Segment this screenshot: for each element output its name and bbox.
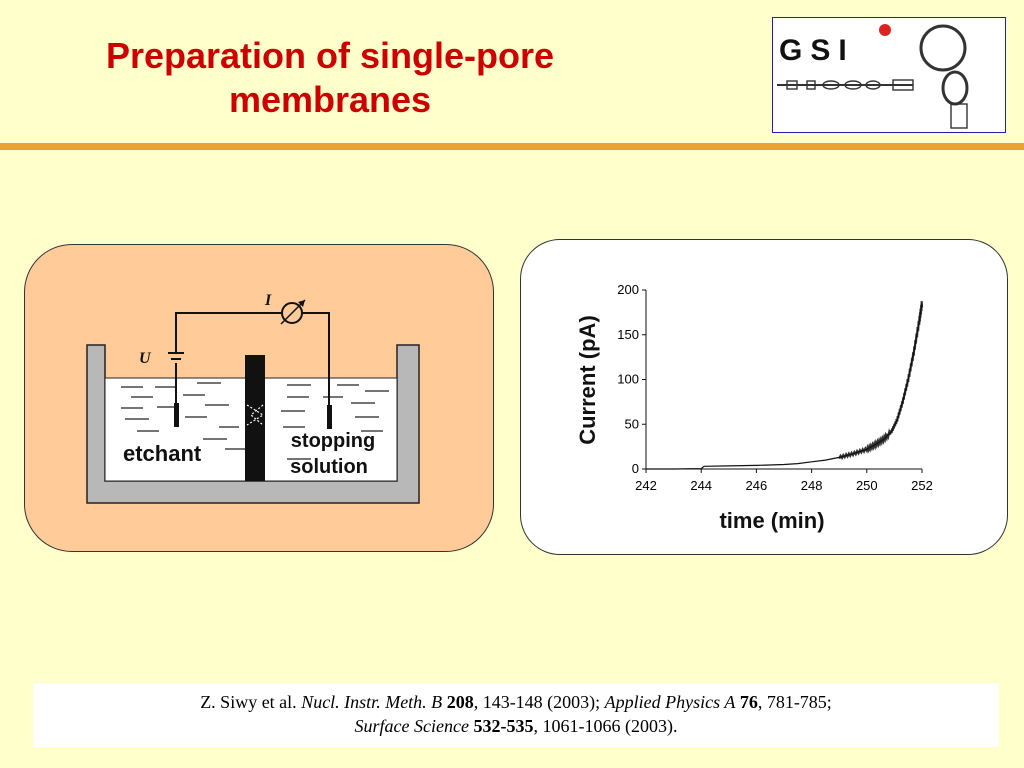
liquid-dashes-left xyxy=(121,382,245,450)
y-tick-label: 200 xyxy=(617,282,639,297)
gsi-logo: GSI xyxy=(772,17,1006,133)
gsi-logo-graphic: GSI xyxy=(777,24,969,129)
reference-part: Applied Physics A xyxy=(604,692,736,712)
current-chart-panel: 242 244 246 248 250 252 0 50 100 150 200 time (min… xyxy=(520,239,1008,555)
series-noise-band xyxy=(838,301,924,461)
slide-title-line2: membranes xyxy=(228,79,432,120)
x-axis-label: time (min) xyxy=(719,508,824,533)
reference-line2: Surface Science 532-535, 1061-1066 (2003… xyxy=(33,714,999,738)
circuit-wires xyxy=(175,312,330,405)
reference-line1: Z. Siwy et al. Nucl. Instr. Meth. B 208,… xyxy=(33,690,999,714)
reference-part: 208 xyxy=(446,692,474,712)
stopping-label-line2: solution xyxy=(290,456,368,478)
title-divider xyxy=(0,143,1024,150)
y-tick-label: 100 xyxy=(617,372,639,387)
reference-part: , 143-148 (2003); xyxy=(473,692,605,712)
logo-red-dot xyxy=(879,24,891,36)
y-axis-label: Current (pA) xyxy=(575,315,600,445)
x-tick-label: 246 xyxy=(746,478,768,493)
etchant-label: etchant xyxy=(123,441,202,466)
x-tick-label: 248 xyxy=(801,478,823,493)
current-label: I xyxy=(264,292,272,309)
liquid-dashes-right xyxy=(281,384,389,460)
slide-title: Preparation of single-pore membranes xyxy=(60,34,600,122)
x-tick-label: 244 xyxy=(690,478,712,493)
etching-cell-panel: I U etchant stopping solution xyxy=(24,244,494,552)
logo-text: GSI xyxy=(779,34,855,67)
current-chart: 242 244 246 248 250 252 0 50 100 150 200 time (min… xyxy=(575,282,933,533)
y-tick-label: 0 xyxy=(632,461,639,476)
reference-part: , 781-785; xyxy=(757,692,832,712)
electrode-right xyxy=(327,405,332,429)
etching-cell-diagram: I U etchant stopping solution xyxy=(86,292,420,504)
reference-part: Nucl. Instr. Meth. B xyxy=(301,692,443,712)
reference-part: 532-535 xyxy=(473,716,534,736)
slide-title-line1: Preparation of single-pore xyxy=(105,35,555,76)
reference-part: , 1061-1066 (2003). xyxy=(533,716,678,736)
reference-part: Surface Science xyxy=(354,716,469,736)
y-tick-label: 50 xyxy=(625,416,639,431)
y-tick-label: 150 xyxy=(617,327,639,342)
x-tick-label: 250 xyxy=(856,478,878,493)
reference-part: 76 xyxy=(739,692,758,712)
reference-citation: Z. Siwy et al. Nucl. Instr. Meth. B 208,… xyxy=(33,683,999,747)
voltage-label: U xyxy=(139,350,152,367)
reference-part: Z. Siwy et al. xyxy=(200,692,302,712)
x-tick-label: 242 xyxy=(635,478,657,493)
stopping-label-line1: stopping xyxy=(291,430,375,452)
ammeter-icon xyxy=(280,299,306,325)
membrane-pore xyxy=(246,404,265,426)
x-tick-label: 252 xyxy=(911,478,933,493)
electrode-left xyxy=(174,403,179,427)
